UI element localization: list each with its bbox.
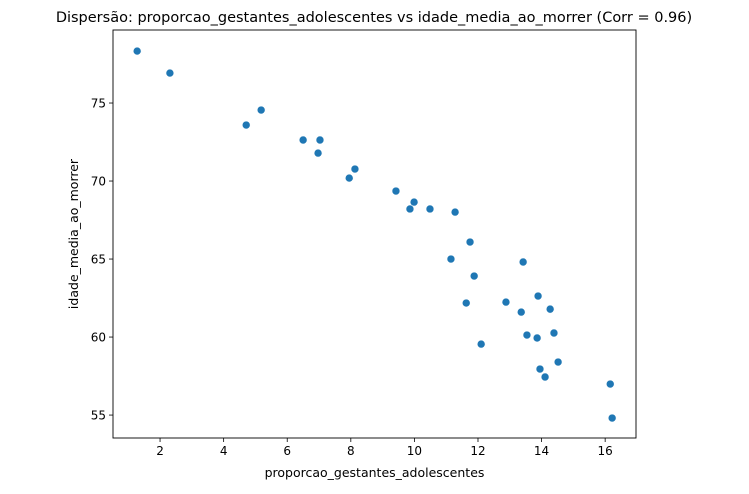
x-axis: 2 4 6 8 10 12 14 16: [156, 438, 613, 458]
data-point: [540, 372, 550, 382]
data-point: [522, 330, 532, 340]
data-point: [165, 68, 175, 78]
data-point: [425, 204, 435, 214]
data-point: [241, 120, 251, 130]
data-point: [533, 291, 543, 301]
data-point: [315, 135, 325, 145]
y-tick-label: 65: [91, 253, 106, 267]
data-point: [532, 333, 542, 343]
data-point: [516, 307, 526, 317]
data-point: [469, 271, 479, 281]
data-point: [450, 207, 460, 217]
data-point: [605, 379, 615, 389]
data-point: [298, 135, 308, 145]
x-tick-label: 4: [220, 444, 228, 458]
data-point: [132, 46, 142, 56]
chart-title: Dispersão: proporcao_gestantes_adolescen…: [56, 10, 692, 26]
data-point: [409, 197, 419, 207]
data-point: [313, 148, 323, 158]
data-point: [465, 237, 475, 247]
data-point: [405, 204, 415, 214]
y-axis: 55 60 65 70 75: [91, 97, 113, 423]
y-tick-label: 70: [91, 175, 106, 189]
y-tick-label: 75: [91, 97, 106, 111]
y-tick-label: 60: [91, 331, 106, 345]
data-point: [461, 298, 471, 308]
data-point: [607, 413, 617, 423]
x-tick-label: 12: [470, 444, 485, 458]
data-points: [132, 46, 617, 423]
data-point: [350, 164, 360, 174]
x-axis-label: proporcao_gestantes_adolescentes: [265, 465, 485, 480]
x-tick-label: 6: [283, 444, 291, 458]
data-point: [549, 328, 559, 338]
x-tick-label: 8: [347, 444, 355, 458]
data-point: [518, 257, 528, 267]
plot-area: [112, 29, 637, 439]
data-point: [446, 254, 456, 264]
data-point: [344, 173, 354, 183]
data-point: [535, 364, 545, 374]
data-point: [553, 357, 563, 367]
y-tick-label: 55: [91, 409, 106, 423]
data-point: [391, 186, 401, 196]
x-tick-label: 16: [598, 444, 613, 458]
data-point: [476, 339, 486, 349]
data-point: [545, 304, 555, 314]
y-axis-label: idade_media_ao_morrer: [66, 158, 81, 309]
data-point: [501, 297, 511, 307]
x-tick-label: 14: [534, 444, 549, 458]
data-point: [256, 105, 266, 115]
x-tick-label: 10: [407, 444, 422, 458]
x-tick-label: 2: [156, 444, 164, 458]
